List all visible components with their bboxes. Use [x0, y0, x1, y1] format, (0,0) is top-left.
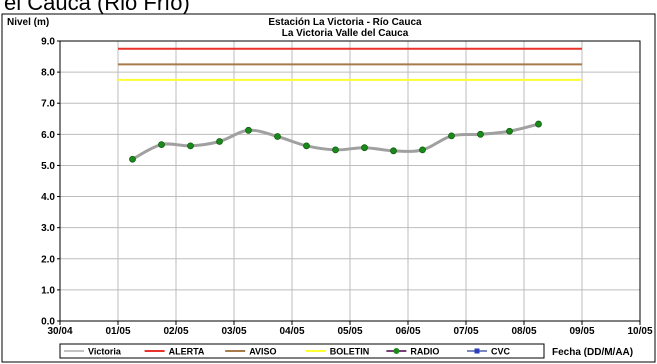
radio-data-point	[506, 127, 513, 135]
threshold-lines	[118, 47, 582, 81]
y-axis-label: Nivel (m)	[7, 17, 49, 28]
y-tick-label: 3.0	[41, 223, 55, 234]
x-tick-label: 06/05	[395, 326, 420, 337]
plot-area	[59, 40, 641, 322]
legend: Victoria ALERTA AVISO BOLETIN RADIO CVC	[64, 347, 511, 357]
cut-off-page-title: el Cauca (Rio Frío)	[4, 0, 190, 15]
x-tick-label: 01/05	[105, 326, 130, 337]
radio-data-point	[129, 155, 136, 163]
y-tick-label: 8.0	[41, 68, 55, 79]
x-tick-label: 09/05	[569, 326, 594, 337]
radio-data-point	[477, 130, 484, 138]
y-tick-label: 7.0	[41, 99, 55, 110]
x-tick-label: 03/05	[221, 326, 246, 337]
x-tick-label: 05/05	[337, 326, 362, 337]
legend-label-aviso: AVISO	[249, 347, 276, 357]
y-tick-label: 4.0	[41, 192, 55, 203]
radio-data-point	[535, 120, 542, 128]
chart-title: Estación La Victoria - Río Cauca	[268, 17, 422, 28]
x-tick-label: 30/04	[47, 326, 72, 337]
y-tick-label: 5.0	[41, 161, 55, 172]
radio-data-point	[448, 132, 455, 140]
x-tick-label: 02/05	[163, 326, 188, 337]
legend-marker-radio	[393, 348, 400, 354]
y-tick-label: 1.0	[41, 285, 55, 296]
chart-frame	[1, 13, 656, 363]
x-axis-ticks: 30/04 01/05 02/05 03/05 04/05 05/05 06/05 07/05…	[47, 321, 653, 337]
radio-data-point	[187, 142, 194, 150]
radio-data-point	[390, 147, 397, 155]
legend-marker-cvc	[474, 348, 480, 354]
x-tick-label: 08/05	[511, 326, 536, 337]
y-axis-ticks: 0.0 1.0 2.0 3.0 4.0 5.0 6.0 7.0 8.0 9.0	[41, 37, 60, 328]
chart-subtitle: La Victoria Valle del Cauca	[282, 28, 409, 39]
radio-data-point	[332, 146, 339, 154]
radio-data-point	[158, 141, 165, 149]
legend-label-cvc: CVC	[491, 347, 511, 357]
legend-label-radio: RADIO	[410, 347, 439, 357]
y-tick-label: 9.0	[41, 37, 55, 48]
x-tick-label: 10/05	[627, 326, 652, 337]
legend-box	[59, 343, 545, 359]
x-tick-label: 04/05	[279, 326, 304, 337]
radio-data-point	[419, 146, 426, 154]
radio-data-point	[274, 133, 281, 140]
legend-label-alerta: ALERTA	[169, 347, 205, 357]
legend-label-victoria: Victoria	[88, 347, 122, 357]
y-tick-label: 0.0	[41, 317, 55, 328]
data-series	[129, 120, 542, 163]
radio-data-point	[216, 138, 223, 145]
radio-data-point	[245, 126, 252, 134]
radio-data-point	[361, 144, 368, 152]
x-axis-label: Fecha (DD/M/AA)	[552, 347, 633, 358]
x-tick-label: 07/05	[453, 326, 478, 337]
radio-data-point	[303, 142, 310, 150]
y-tick-label: 2.0	[41, 254, 55, 265]
y-tick-label: 6.0	[41, 130, 55, 141]
legend-label-boletin: BOLETIN	[330, 347, 370, 357]
